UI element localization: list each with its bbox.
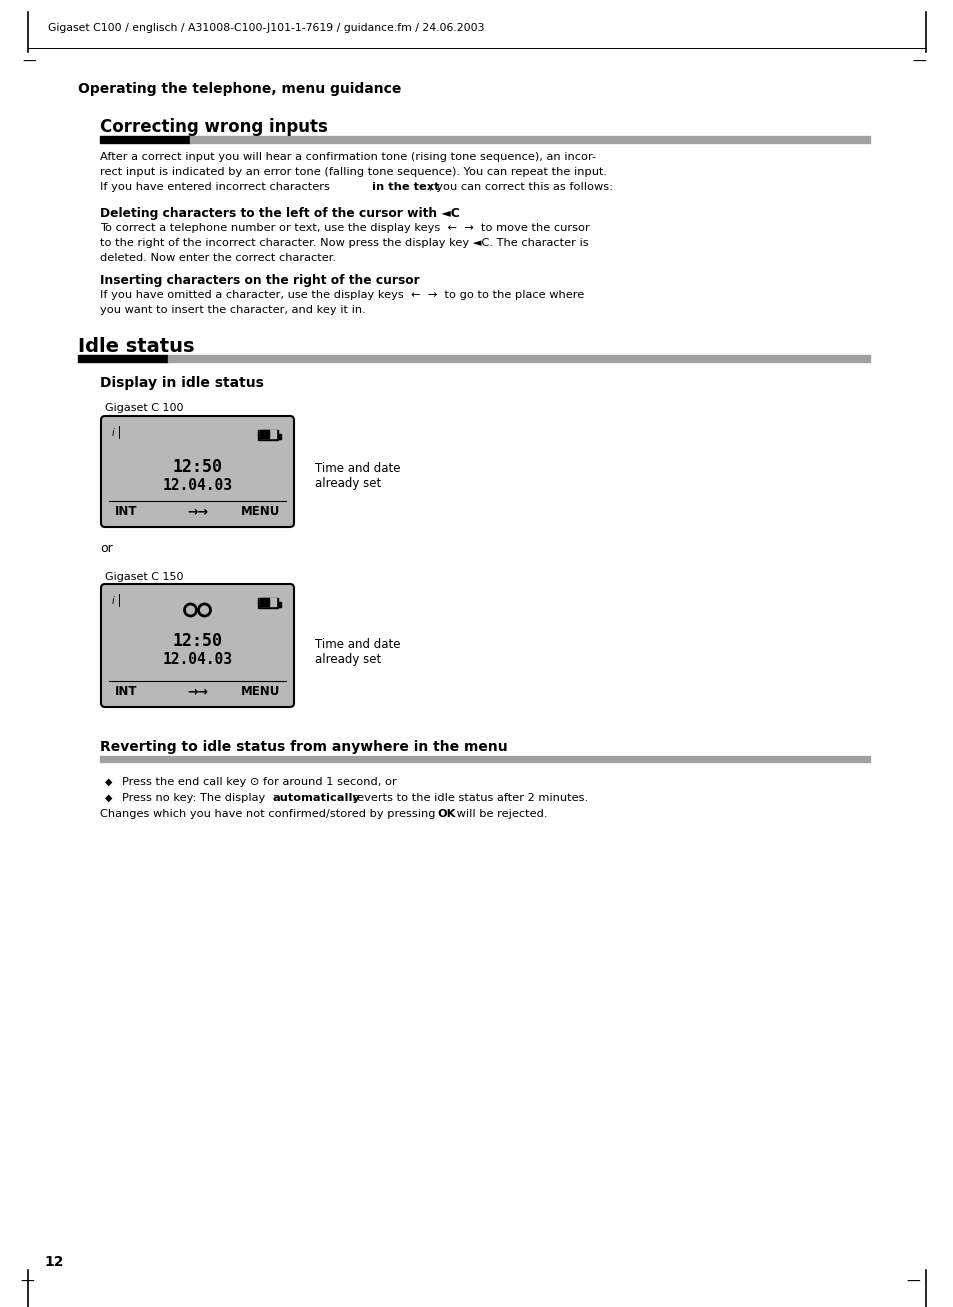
Bar xyxy=(100,755,869,762)
Bar xyxy=(260,430,269,438)
Text: →→: →→ xyxy=(187,505,208,518)
Text: —: — xyxy=(20,1276,33,1289)
Bar xyxy=(168,356,869,362)
Text: Idle status: Idle status xyxy=(78,337,194,356)
FancyBboxPatch shape xyxy=(101,416,294,527)
Text: , you can correct this as follows:: , you can correct this as follows: xyxy=(429,182,613,192)
Bar xyxy=(277,601,281,606)
Text: To correct a telephone number or text, use the display keys  ←  →  to move the c: To correct a telephone number or text, u… xyxy=(100,223,589,233)
Bar xyxy=(190,136,869,142)
Text: 12.04.03: 12.04.03 xyxy=(162,478,233,493)
Text: i: i xyxy=(112,427,114,438)
Bar xyxy=(260,599,275,606)
Text: deleted. Now enter the correct character.: deleted. Now enter the correct character… xyxy=(100,254,335,263)
Text: Display in idle status: Display in idle status xyxy=(100,376,264,389)
Text: Press the end call key ⊙ for around 1 second, or: Press the end call key ⊙ for around 1 se… xyxy=(122,776,396,787)
Text: Gigaset C 100: Gigaset C 100 xyxy=(105,403,183,413)
Text: ◆: ◆ xyxy=(105,776,112,787)
Text: INT: INT xyxy=(115,505,137,518)
Text: Changes which you have not confirmed/stored by pressing: Changes which you have not confirmed/sto… xyxy=(100,809,438,819)
Text: →→: →→ xyxy=(187,685,208,698)
Text: Gigaset C100 / englisch / A31008-C100-J101-1-7619 / guidance.fm / 24.06.2003: Gigaset C100 / englisch / A31008-C100-J1… xyxy=(48,24,484,33)
Text: MENU: MENU xyxy=(240,505,280,518)
Text: automatically: automatically xyxy=(273,793,360,802)
Text: Correcting wrong inputs: Correcting wrong inputs xyxy=(100,118,328,136)
Text: to the right of the incorrect character. Now press the display key ◄C. The chara: to the right of the incorrect character.… xyxy=(100,238,588,248)
Text: 12:50: 12:50 xyxy=(172,457,222,476)
Text: or: or xyxy=(100,542,112,555)
Text: 12:50: 12:50 xyxy=(172,633,222,650)
Bar xyxy=(78,356,168,362)
Text: Time and date
already set: Time and date already set xyxy=(314,461,400,490)
Text: Deleting characters to the left of the cursor with ◄C: Deleting characters to the left of the c… xyxy=(100,207,459,220)
Text: Operating the telephone, menu guidance: Operating the telephone, menu guidance xyxy=(78,82,401,95)
Text: INT: INT xyxy=(115,685,137,698)
Text: 12.04.03: 12.04.03 xyxy=(162,652,233,667)
Text: Press no key: The display: Press no key: The display xyxy=(122,793,269,802)
Text: MENU: MENU xyxy=(240,685,280,698)
Text: Gigaset C 150: Gigaset C 150 xyxy=(105,572,183,582)
Text: reverts to the idle status after 2 minutes.: reverts to the idle status after 2 minut… xyxy=(349,793,587,802)
Text: —: — xyxy=(905,1276,919,1289)
FancyBboxPatch shape xyxy=(101,584,294,707)
Text: Time and date
already set: Time and date already set xyxy=(314,638,400,667)
Bar xyxy=(257,430,277,440)
Text: —: — xyxy=(911,55,924,69)
Text: 12: 12 xyxy=(44,1255,64,1269)
Text: After a correct input you will hear a confirmation tone (rising tone sequence), : After a correct input you will hear a co… xyxy=(100,152,596,162)
Bar xyxy=(277,434,281,439)
Bar xyxy=(260,599,269,606)
Text: rect input is indicated by an error tone (falling tone sequence). You can repeat: rect input is indicated by an error tone… xyxy=(100,167,606,176)
Text: in the text: in the text xyxy=(372,182,439,192)
Bar xyxy=(260,430,275,438)
Text: Inserting characters on the right of the cursor: Inserting characters on the right of the… xyxy=(100,274,419,288)
Text: will be rejected.: will be rejected. xyxy=(453,809,547,819)
Text: —: — xyxy=(22,55,35,69)
Text: If you have omitted a character, use the display keys  ←  →  to go to the place : If you have omitted a character, use the… xyxy=(100,290,583,301)
Text: Reverting to idle status from anywhere in the menu: Reverting to idle status from anywhere i… xyxy=(100,740,507,754)
Text: ◆: ◆ xyxy=(105,793,112,802)
Bar xyxy=(100,136,190,142)
Text: If you have entered incorrect characters: If you have entered incorrect characters xyxy=(100,182,334,192)
Bar xyxy=(257,599,277,608)
Text: i: i xyxy=(112,596,114,606)
Text: you want to insert the character, and key it in.: you want to insert the character, and ke… xyxy=(100,305,365,315)
Text: OK: OK xyxy=(436,809,455,819)
